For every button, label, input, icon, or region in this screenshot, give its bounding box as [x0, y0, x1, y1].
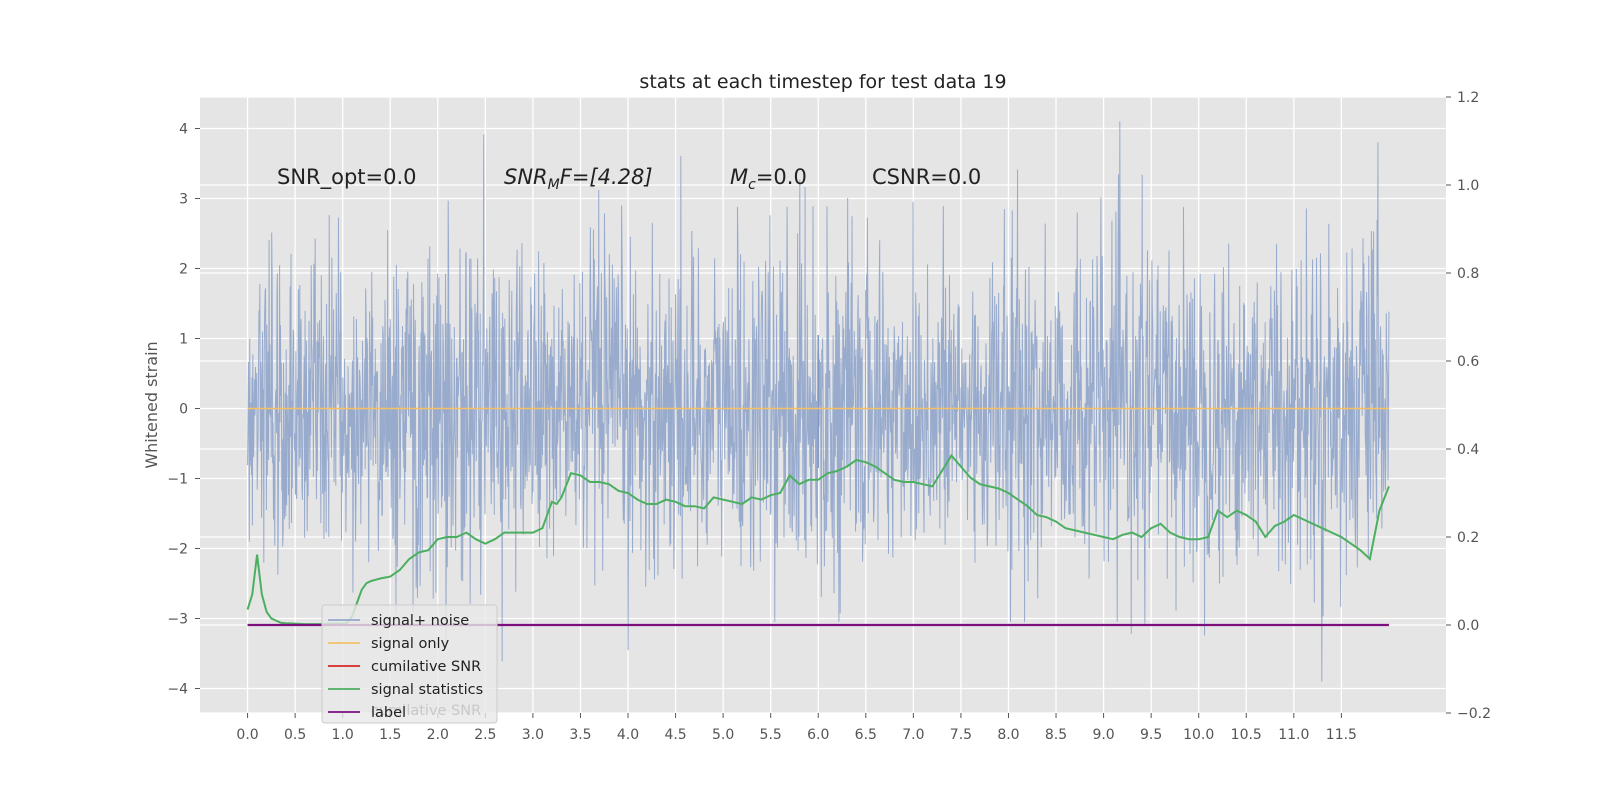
x-tick-label: 10.0 [1183, 727, 1214, 743]
x-tick-label: 0.0 [236, 727, 258, 743]
x-tick-label: 2.5 [474, 727, 496, 743]
x-tick-label: 11.5 [1326, 727, 1357, 743]
x-tick-label: 4.5 [664, 727, 686, 743]
legend: cumilative SNR signal+ noise signal only c… [321, 604, 498, 724]
x-tick-label: 5.0 [712, 727, 734, 743]
y2-tick-label: 1.0 [1457, 178, 1479, 194]
x-tick-label: 1.5 [379, 727, 401, 743]
annotation-mc-tail: =0.0 [756, 165, 807, 189]
annotation-snr-mf-sub: M [548, 177, 560, 193]
y-tick-label: 2 [179, 262, 188, 278]
annotation-snr-mf-tail: F=[4.28] [560, 165, 653, 189]
y2-tick-label: −0.2 [1457, 706, 1491, 722]
y2-tick-label: 0.0 [1457, 618, 1479, 634]
y2-tick-label: 0.6 [1457, 354, 1479, 370]
annotation-snr-mf-base: SNR [504, 165, 548, 189]
x-tick-label: 9.5 [1140, 727, 1162, 743]
legend-label: signal statistics [371, 682, 483, 698]
legend-overlap-text: cumilative SNR [371, 703, 481, 719]
x-tick-label: 2.0 [427, 727, 449, 743]
x-tick-label: 9.0 [1092, 727, 1114, 743]
annotation-mc: Mc=0.0 [730, 165, 807, 193]
x-tick-label: 5.5 [760, 727, 782, 743]
x-tick-label: 0.5 [284, 727, 306, 743]
x-tick-label: 3.0 [522, 727, 544, 743]
signal-statistics-series [246, 453, 1390, 626]
y-tick-label: 1 [179, 332, 188, 348]
y2-tick-label: 0.4 [1457, 442, 1479, 458]
annotation-mc-sub: c [748, 177, 756, 193]
y-axis-label: Whitened strain [142, 341, 161, 468]
x-axis: 0.0 0.5 1.0 1.5 2.0 2.5 3.0 3.5 4.0 4.5 5.0 5.5 6.0 6… [236, 713, 1357, 743]
x-tick-label: 10.5 [1231, 727, 1262, 743]
x-tick-label: 6.5 [855, 727, 877, 743]
legend-label: signal+ noise [371, 613, 469, 629]
y2-tick-label: 1.2 [1457, 90, 1479, 106]
x-tick-label: 6.0 [807, 727, 829, 743]
annotation-mc-base: M [730, 165, 748, 189]
legend-label: signal only [371, 636, 450, 652]
annotation-snr-opt: SNR_opt=0.0 [277, 165, 417, 190]
signal-noise-series [247, 121, 1390, 682]
y-axis-right: 1.2 1.0 0.8 0.6 0.4 0.2 0.0 −0.2 [1446, 90, 1491, 722]
x-tick-label: 11.0 [1278, 727, 1309, 743]
annotation-snr-mf: SNRMF=[4.28] [504, 165, 653, 193]
x-tick-label: 1.0 [332, 727, 354, 743]
chart-title: stats at each timestep for test data 19 [639, 71, 1006, 93]
legend-box [321, 604, 498, 724]
y-axis-left: 4 3 2 1 0 −1 −2 −3 −4 [167, 122, 200, 698]
x-tick-label: 7.5 [950, 727, 972, 743]
x-tick-label: 8.0 [997, 727, 1019, 743]
y2-tick-label: 0.2 [1457, 530, 1479, 546]
legend-label: cumilative SNR [371, 659, 481, 675]
y-tick-label: −4 [167, 682, 188, 698]
annotation-csnr: CSNR=0.0 [872, 165, 981, 189]
y-tick-label: 3 [179, 192, 188, 208]
legend-label: label [371, 705, 406, 721]
y-tick-label: −1 [167, 472, 188, 488]
y-tick-label: −3 [167, 612, 188, 628]
y-tick-label: 0 [179, 402, 188, 418]
x-tick-label: 8.5 [1045, 727, 1067, 743]
y-tick-label: −2 [167, 542, 188, 558]
x-tick-label: 7.0 [902, 727, 924, 743]
x-tick-label: 3.5 [569, 727, 591, 743]
x-tick-label: 4.0 [617, 727, 639, 743]
y-tick-label: 4 [179, 122, 188, 138]
y2-tick-label: 0.8 [1457, 266, 1479, 282]
